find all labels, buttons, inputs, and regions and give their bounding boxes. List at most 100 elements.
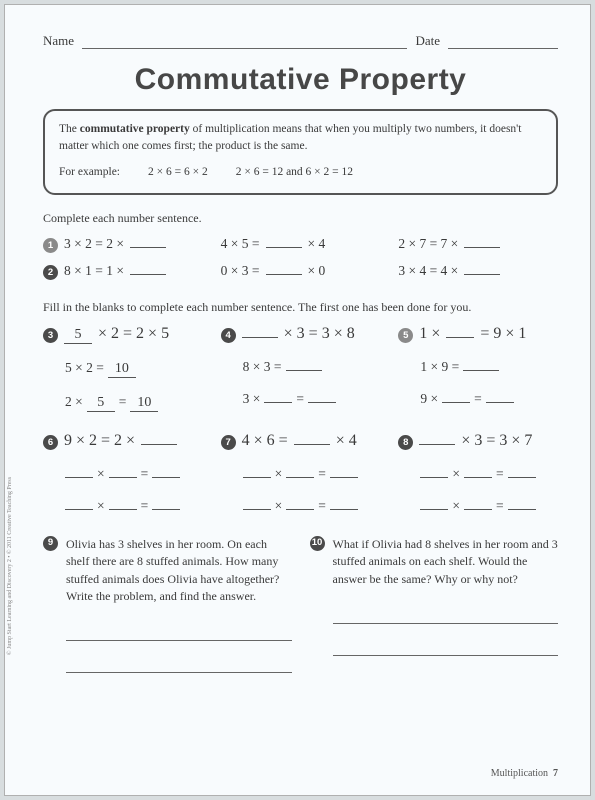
bullet-10: 10 bbox=[310, 536, 325, 551]
blank-7[interactable] bbox=[294, 444, 330, 445]
def-bold: commutative property bbox=[80, 123, 190, 135]
blank-3-l3a[interactable]: 5 bbox=[87, 395, 115, 412]
problem-1b: 4 × 5 = × 4 bbox=[221, 236, 381, 252]
blank-6-l3c[interactable] bbox=[152, 509, 180, 510]
blank-8-l2c[interactable] bbox=[508, 477, 536, 478]
blank-4-1[interactable] bbox=[242, 337, 278, 338]
side-credit: © Jump Start Learning and Discovery 2 • … bbox=[7, 477, 13, 655]
block-row-345: 3 5 × 2 = 2 × 5 5 × 2 = 10 2 × 5 = 10 4 … bbox=[43, 325, 558, 412]
eq-6-l3: = bbox=[141, 498, 149, 514]
blank-7-l2c[interactable] bbox=[330, 477, 358, 478]
eq-4-l2: 8 × 3 = bbox=[243, 359, 282, 375]
def-pre: The bbox=[59, 123, 80, 135]
blank-1a[interactable] bbox=[130, 247, 166, 248]
problem-7: 7 4 × 6 = × 4 bbox=[221, 432, 381, 450]
name-line[interactable] bbox=[82, 35, 407, 49]
instruction-2: Fill in the blanks to complete each numb… bbox=[43, 300, 558, 315]
blank-7-l3b[interactable] bbox=[286, 509, 314, 510]
eq-2c: 3 × 4 = 4 × bbox=[398, 263, 458, 279]
answer-lines-9[interactable] bbox=[66, 621, 292, 673]
eq-8: × 3 = 3 × 7 bbox=[461, 432, 532, 450]
blank-8[interactable] bbox=[419, 444, 455, 445]
eq-5-l3: 9 × bbox=[420, 391, 438, 407]
eq-2b-post: × 0 bbox=[308, 263, 326, 279]
problem-8: 8 × 3 = 3 × 7 bbox=[398, 432, 558, 450]
header-row: Name Date bbox=[43, 33, 558, 49]
eq-1a: 3 × 2 = 2 × bbox=[64, 236, 124, 252]
blank-1b[interactable] bbox=[266, 247, 302, 248]
problem-5: 5 1 × = 9 × 1 bbox=[398, 325, 558, 343]
col-4: 4 × 3 = 3 × 8 8 × 3 = 3 × = bbox=[221, 325, 381, 412]
name-label: Name bbox=[43, 33, 74, 49]
col-7: 7 4 × 6 = × 4 × = × = bbox=[221, 432, 381, 514]
blank-7-l2a[interactable] bbox=[243, 477, 271, 478]
problem-8-line3: × = bbox=[420, 498, 558, 514]
example-2: 2 × 6 = 12 and 6 × 2 = 12 bbox=[236, 164, 353, 181]
blank-5-1[interactable] bbox=[446, 337, 474, 338]
blank-6-l3a[interactable] bbox=[65, 509, 93, 510]
eq-4-l3: 3 × bbox=[243, 391, 261, 407]
blank-5-l2[interactable] bbox=[463, 370, 499, 371]
bullet-7: 7 bbox=[221, 435, 236, 450]
blank-8-l3a[interactable] bbox=[420, 509, 448, 510]
blank-6-l3b[interactable] bbox=[109, 509, 137, 510]
bullet-4: 4 bbox=[221, 328, 236, 343]
eq-1b-post: × 4 bbox=[308, 236, 326, 252]
x-6-l3: × bbox=[97, 498, 105, 514]
bullet-2: 2 bbox=[43, 265, 58, 280]
blank-6-l2a[interactable] bbox=[65, 477, 93, 478]
bullet-9: 9 bbox=[43, 536, 58, 551]
blank-3-1[interactable]: 5 bbox=[64, 327, 92, 344]
eq-5-l2: 1 × 9 = bbox=[420, 359, 459, 375]
eq-6-l2: = bbox=[141, 466, 149, 482]
problem-6: 6 9 × 2 = 2 × bbox=[43, 432, 203, 450]
problem-5-line3: 9 × = bbox=[420, 391, 558, 407]
word-problems: 9 Olivia has 3 shelves in her room. On e… bbox=[43, 536, 558, 686]
problem-row-1: 1 3 × 2 = 2 × 4 × 5 = × 4 2 × 7 = 7 × bbox=[43, 236, 558, 253]
blank-5-l3b[interactable] bbox=[486, 402, 514, 403]
blank-7-l2b[interactable] bbox=[286, 477, 314, 478]
blank-2c[interactable] bbox=[464, 274, 500, 275]
blank-5-l3a[interactable] bbox=[442, 402, 470, 403]
blank-4-l2[interactable] bbox=[286, 370, 322, 371]
blank-3-l2[interactable]: 10 bbox=[108, 361, 136, 378]
problem-3-line2: 5 × 2 = 10 bbox=[65, 360, 203, 378]
blank-8-l2b[interactable] bbox=[464, 477, 492, 478]
problem-7-line2: × = bbox=[243, 466, 381, 482]
problem-row-2: 2 8 × 1 = 1 × 0 × 3 = × 0 3 × 4 = 4 × bbox=[43, 263, 558, 280]
blank-7-l3a[interactable] bbox=[243, 509, 271, 510]
x-8-l3: × bbox=[452, 498, 460, 514]
x-8-l2: × bbox=[452, 466, 460, 482]
blank-6[interactable] bbox=[141, 444, 177, 445]
eq-1b-pre: 4 × 5 = bbox=[221, 236, 260, 252]
blank-8-l3c[interactable] bbox=[508, 509, 536, 510]
col-8: 8 × 3 = 3 × 7 × = × = bbox=[398, 432, 558, 514]
blank-2b[interactable] bbox=[266, 274, 302, 275]
blank-7-l3c[interactable] bbox=[330, 509, 358, 510]
problem-4-line2: 8 × 3 = bbox=[243, 359, 381, 375]
page-title: Commutative Property bbox=[43, 63, 558, 97]
blank-3-l3b[interactable]: 10 bbox=[130, 395, 158, 412]
blank-6-l2b[interactable] bbox=[109, 477, 137, 478]
answer-lines-10[interactable] bbox=[333, 604, 559, 656]
problem-4-line3: 3 × = bbox=[243, 391, 381, 407]
instruction-1: Complete each number sentence. bbox=[43, 211, 558, 226]
bullet-8: 8 bbox=[398, 435, 413, 450]
eq-3: × 2 = 2 × 5 bbox=[98, 325, 169, 343]
blank-1c[interactable] bbox=[464, 247, 500, 248]
eq-8-l3: = bbox=[496, 498, 504, 514]
blank-2a[interactable] bbox=[130, 274, 166, 275]
blank-8-l3b[interactable] bbox=[464, 509, 492, 510]
blank-4-l3a[interactable] bbox=[264, 402, 292, 403]
eq-3-l2: 5 × 2 = bbox=[65, 360, 104, 376]
word-problem-9: 9 Olivia has 3 shelves in her room. On e… bbox=[43, 536, 292, 686]
date-line[interactable] bbox=[448, 35, 558, 49]
eq-7-l2: = bbox=[318, 466, 326, 482]
blank-4-l3b[interactable] bbox=[308, 402, 336, 403]
blank-6-l2c[interactable] bbox=[152, 477, 180, 478]
example-1: 2 × 6 = 6 × 2 bbox=[148, 164, 208, 181]
blank-8-l2a[interactable] bbox=[420, 477, 448, 478]
eq-2b-pre: 0 × 3 = bbox=[221, 263, 260, 279]
problem-8-line2: × = bbox=[420, 466, 558, 482]
bullet-3: 3 bbox=[43, 328, 58, 343]
